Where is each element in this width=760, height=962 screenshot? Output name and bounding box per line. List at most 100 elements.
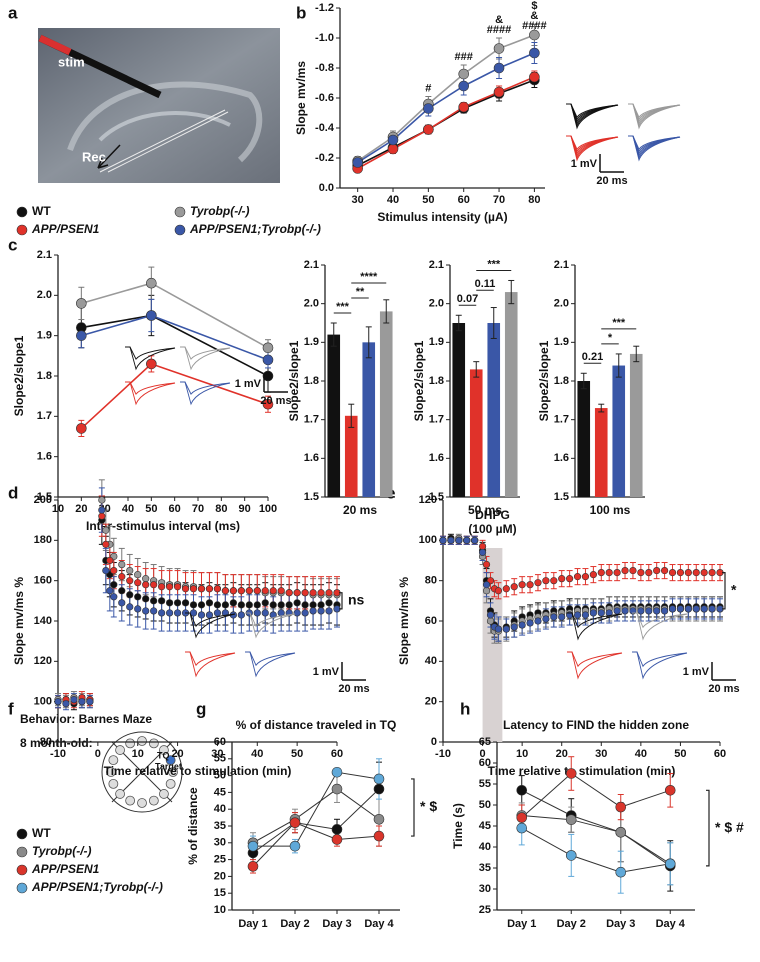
point [529, 47, 540, 59]
y-tick-label: 1.7 [304, 414, 319, 426]
y-tick-label: 1.6 [429, 452, 444, 464]
y-tick-label: 1.7 [554, 414, 569, 426]
point [482, 560, 491, 569]
point [261, 599, 269, 607]
series-line [521, 772, 671, 818]
bracket [339, 592, 343, 610]
y-tick-label: 1.9 [429, 336, 444, 348]
target-label: Target [155, 761, 182, 771]
legend-marker [16, 846, 28, 858]
point [98, 512, 106, 520]
trace [567, 651, 623, 668]
y-tick-label: 60 [214, 736, 226, 748]
trace [180, 346, 231, 360]
scale-bar-label: 1 mV [683, 666, 710, 678]
y-tick-label: 1.9 [554, 336, 569, 348]
panel-letter: b [296, 3, 306, 22]
point [237, 611, 245, 619]
point [189, 585, 198, 593]
side-note: * [731, 581, 737, 597]
x-tick-label: 70 [493, 194, 505, 206]
point [301, 609, 309, 617]
point [293, 599, 301, 607]
point [76, 330, 87, 341]
trace [632, 612, 688, 641]
x-tick-label: 50 [674, 748, 686, 760]
point [317, 589, 325, 597]
point [317, 601, 325, 609]
comparison-label: *** [336, 301, 350, 313]
y-tick-label: 1.9 [37, 330, 52, 342]
point [118, 599, 126, 607]
point [510, 583, 518, 591]
point [181, 585, 190, 593]
x-tick-label: 40 [635, 748, 647, 760]
bar [594, 408, 608, 497]
point [76, 298, 87, 309]
panel-f-age: 8 month-old: [20, 736, 93, 750]
x-tick-label: Day 4 [364, 918, 394, 930]
x-tick-label: 80 [528, 194, 540, 206]
x-axis-label: Time relative to stimulation (min) [104, 764, 292, 778]
point [542, 577, 550, 585]
y-tick-label: 1.8 [37, 370, 52, 382]
point [173, 609, 182, 617]
point [613, 568, 621, 577]
point [526, 619, 534, 627]
trace [125, 346, 176, 371]
x-tick-label: -10 [435, 748, 451, 760]
x-tick-label: 10 [132, 748, 144, 760]
x-tick-label: Day 1 [238, 918, 267, 930]
legend-label: Tyrobp(-/-) [32, 844, 92, 858]
y-tick-label: 50 [479, 799, 491, 811]
series-line [521, 827, 671, 873]
point [615, 801, 627, 813]
point [245, 601, 253, 609]
point [526, 581, 534, 589]
bar [379, 311, 393, 497]
stim-electrode-tip [38, 34, 72, 56]
point [237, 601, 245, 609]
point [486, 611, 495, 619]
point [653, 607, 661, 615]
y-tick-label: 140 [34, 615, 52, 627]
point [213, 585, 222, 593]
point [331, 824, 343, 835]
bar [629, 353, 643, 497]
y-tick-label: 1.6 [554, 452, 569, 464]
y-tick-label: 2.0 [304, 298, 319, 310]
point [142, 581, 150, 589]
trace [566, 135, 619, 162]
point [253, 601, 261, 609]
point [134, 571, 142, 579]
rec-label: Rec [82, 149, 106, 164]
maze-hole [159, 745, 169, 755]
series-line [357, 52, 535, 164]
y-tick-label: 25 [214, 854, 226, 866]
point [142, 607, 150, 615]
point [558, 613, 566, 621]
legend-marker [16, 882, 28, 894]
point [482, 581, 491, 589]
point [589, 609, 597, 617]
y-tick-label: 50 [214, 770, 226, 782]
series-line [521, 815, 671, 865]
point [684, 568, 692, 577]
point [325, 607, 333, 615]
y-axis-label: Slope mv/ms [294, 61, 308, 135]
point [331, 834, 343, 845]
maze-hole [125, 795, 136, 806]
point [621, 607, 629, 615]
y-tick-label: 30 [479, 883, 491, 895]
comparison-label: 0.21 [582, 351, 603, 363]
point [118, 573, 126, 581]
x-tick-label: Day 2 [280, 918, 309, 930]
y-tick-label: 1.7 [429, 414, 444, 426]
point [205, 611, 214, 619]
point [62, 700, 70, 708]
maze-hole [108, 755, 119, 766]
point [581, 573, 590, 581]
y-tick-label: 1.8 [304, 375, 319, 387]
y-tick-label: -0.4 [315, 122, 335, 134]
point [373, 813, 385, 825]
